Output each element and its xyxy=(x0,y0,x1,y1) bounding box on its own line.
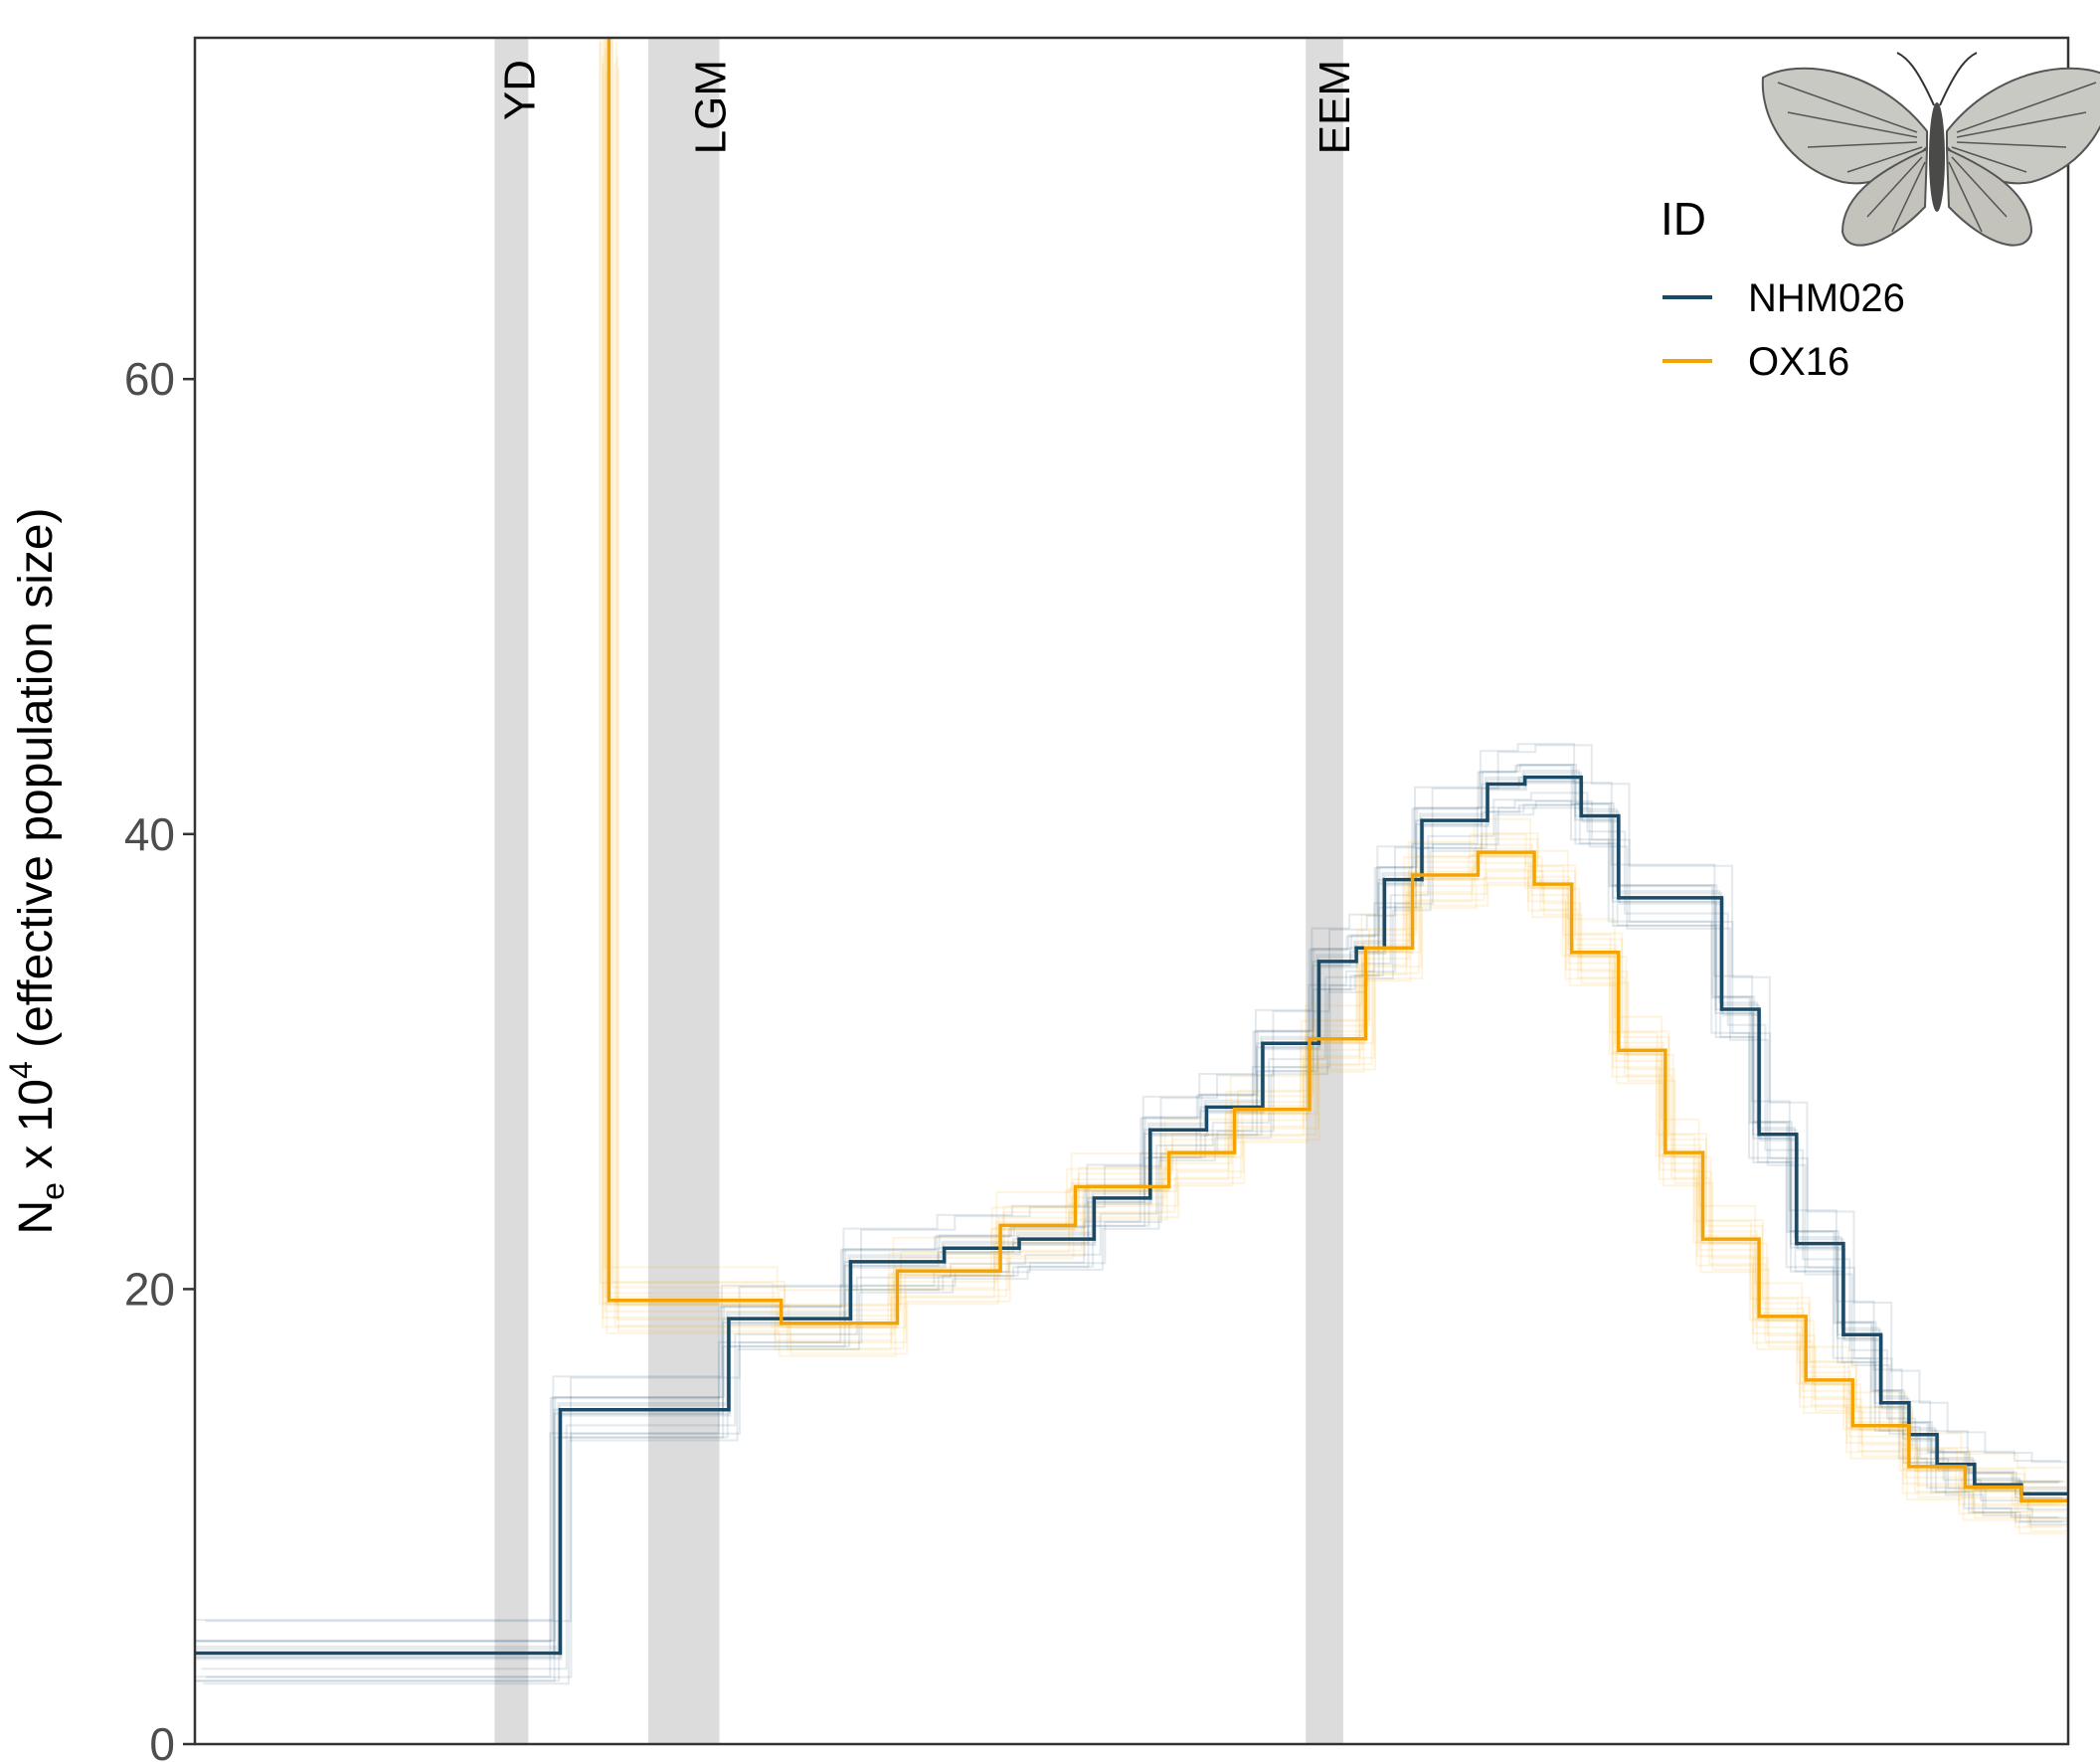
bootstrap-line-nhm026 xyxy=(195,770,2066,1648)
bootstrap-line-ox16 xyxy=(604,38,2065,1498)
shaded-periods xyxy=(494,38,1343,1744)
bootstrap-line-nhm026 xyxy=(196,782,2068,1661)
y-axis-label-subscript: e xyxy=(35,1182,71,1200)
period-eem-band xyxy=(1306,38,1343,1744)
y-axis-ticks: 0 20 40 60 xyxy=(124,353,195,1762)
bootstrap-line-ox16 xyxy=(604,38,2064,1469)
bootstrap-line-nhm026 xyxy=(201,792,2068,1671)
bootstrap-line-ox16 xyxy=(616,57,2068,1521)
y-tick-label: 0 xyxy=(149,1718,175,1762)
butterfly-specimen-image xyxy=(1761,52,2100,247)
bootstrap-line-nhm026 xyxy=(195,799,2058,1678)
period-lgm-label: LGM xyxy=(687,60,736,154)
period-yd-label: YD xyxy=(495,60,544,120)
legend: ID NHM026 OX16 xyxy=(1661,193,1905,384)
y-axis-label-suffix: (effective population size) xyxy=(10,507,63,1061)
bootstrap-line-nhm026 xyxy=(195,780,2062,1659)
bootstrap-line-ox16 xyxy=(615,42,2068,1506)
bootstrap-line-ox16 xyxy=(613,63,2068,1527)
bootstrap-line-ox16 xyxy=(602,40,2062,1504)
bootstrap-line-nhm026 xyxy=(195,765,2059,1643)
y-axis-label: Ne x 104 (effective population size) xyxy=(3,507,71,1234)
bootstrap-line-nhm026 xyxy=(205,744,2068,1623)
series-line-ox16 xyxy=(607,38,2068,1502)
bootstrap-line-nhm026 xyxy=(195,764,2061,1642)
bootstrap-line-ox16 xyxy=(599,41,2059,1505)
period-lgm-band xyxy=(647,38,720,1744)
bootstrap-line-ox16 xyxy=(606,38,2066,1495)
legend-title: ID xyxy=(1661,193,1706,245)
y-tick-label: 40 xyxy=(124,808,175,860)
y-tick-label: 60 xyxy=(124,353,175,405)
bootstrap-line-nhm026 xyxy=(203,806,2068,1685)
bootstrap-line-ox16 xyxy=(600,38,2060,1485)
bootstrap-line-ox16 xyxy=(611,38,2068,1484)
bootstrap-line-nhm026 xyxy=(195,743,2061,1622)
bootstrap-line-nhm026 xyxy=(195,803,2063,1682)
series-lines xyxy=(195,38,2068,1656)
bootstrap-line-ox16 xyxy=(602,64,2062,1528)
period-eem-label: EEM xyxy=(1311,60,1359,154)
bootstrap-line-nhm026 xyxy=(195,776,2062,1655)
bootstrap-line-ox16 xyxy=(605,48,2065,1512)
legend-label-ox16: OX16 xyxy=(1748,340,1849,384)
plot-panel-border xyxy=(193,36,2070,1746)
legend-label-nhm026: NHM026 xyxy=(1748,276,1905,320)
period-labels: YD LGM EEM xyxy=(495,60,1359,154)
y-tick-label: 20 xyxy=(124,1263,175,1315)
bootstrap-line-nhm026 xyxy=(195,780,2068,1659)
y-axis-label-middle: x 10 xyxy=(10,1079,63,1182)
bootstrap-line-nhm026 xyxy=(195,803,2067,1682)
bootstrap-line-nhm026 xyxy=(195,764,2063,1642)
bootstrap-ribbons xyxy=(195,38,2068,1685)
series-line-nhm026 xyxy=(195,775,2068,1656)
y-axis-label-superscript: 4 xyxy=(3,1061,39,1079)
period-yd-band xyxy=(494,38,529,1744)
bootstrap-line-ox16 xyxy=(606,71,2066,1535)
bootstrap-line-ox16 xyxy=(611,38,2068,1489)
y-axis-label-main: N xyxy=(10,1200,63,1235)
